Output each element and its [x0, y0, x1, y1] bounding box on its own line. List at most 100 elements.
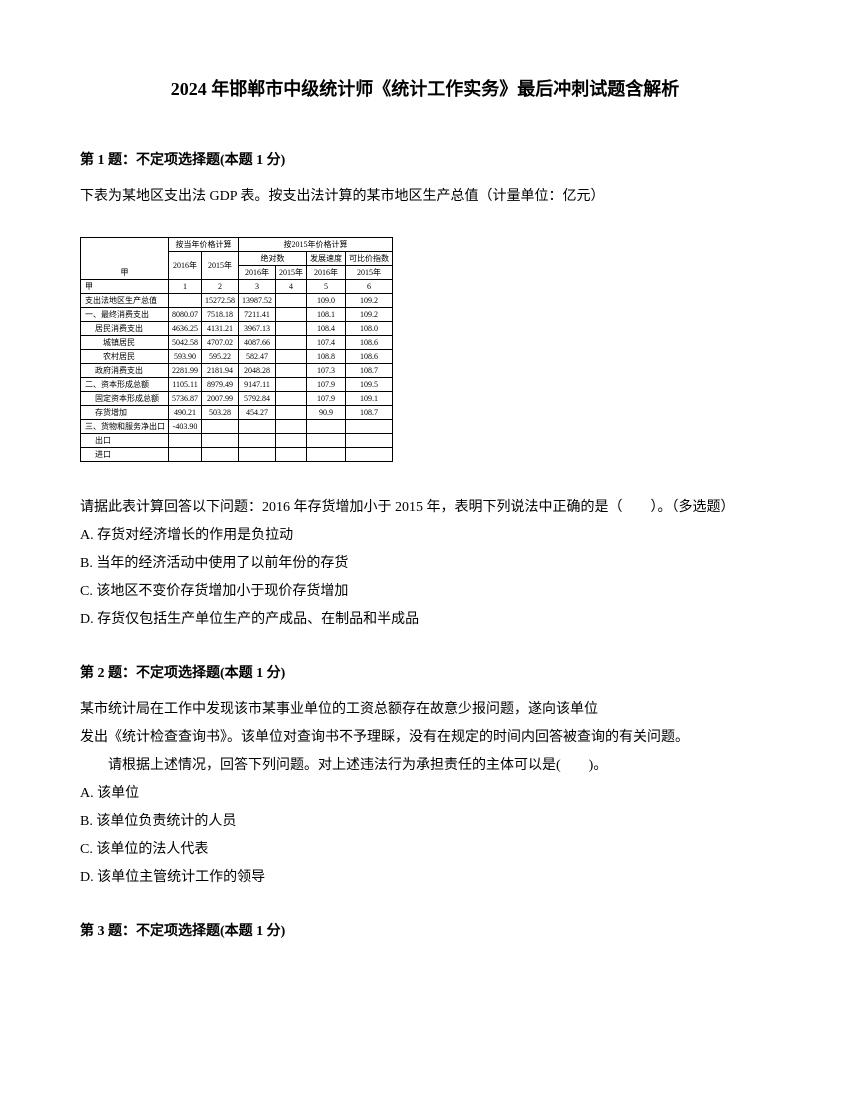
row-label: 城镇居民 [81, 336, 169, 350]
cell: 3 [239, 280, 276, 294]
cell: 595.22 [202, 350, 239, 364]
cell-h2: 按2015年价格计算 [239, 238, 393, 252]
cell [276, 392, 307, 406]
cell: 4636.25 [169, 322, 202, 336]
cell: 5792.84 [239, 392, 276, 406]
cell [307, 434, 346, 448]
cell: 4087.66 [239, 336, 276, 350]
cell: 107.9 [307, 378, 346, 392]
q2-option-b: B. 该单位负责统计的人员 [80, 808, 770, 836]
cell: 108.1 [307, 308, 346, 322]
cell [202, 434, 239, 448]
gdp-table: 甲 按当年价格计算 按2015年价格计算 2016年 2015年 绝对数 发展速… [80, 237, 393, 462]
cell: 2015年 [346, 266, 393, 280]
cell: 109.5 [346, 378, 393, 392]
cell [276, 434, 307, 448]
cell: 108.7 [346, 364, 393, 378]
cell: 490.21 [169, 406, 202, 420]
cell [276, 364, 307, 378]
cell: 2016年 [169, 252, 202, 280]
cell: 108.0 [346, 322, 393, 336]
cell [307, 448, 346, 462]
q1-prompt: 请据此表计算回答以下问题：2016 年存货增加小于 2015 年，表明下列说法中… [80, 494, 770, 522]
cell: 109.2 [346, 308, 393, 322]
q2-option-c: C. 该单位的法人代表 [80, 836, 770, 864]
cell: 7211.41 [239, 308, 276, 322]
row-label: 三、货物和服务净出口 [81, 420, 169, 434]
cell: 9147.11 [239, 378, 276, 392]
cell: 5 [307, 280, 346, 294]
page-title: 2024 年邯郸市中级统计师《统计工作实务》最后冲刺试题含解析 [80, 75, 770, 101]
cell: 2015年 [202, 252, 239, 280]
q2-line3: 请根据上述情况，回答下列问题。对上述违法行为承担责任的主体可以是( )。 [80, 752, 770, 780]
cell: 7518.18 [202, 308, 239, 322]
cell [276, 378, 307, 392]
cell: 2015年 [276, 266, 307, 280]
row-label: 居民消费支出 [81, 322, 169, 336]
q2-option-a: A. 该单位 [80, 780, 770, 808]
cell [276, 308, 307, 322]
cell: 甲 [81, 280, 169, 294]
cell: 1 [169, 280, 202, 294]
cell [202, 420, 239, 434]
q1-header: 第 1 题：不定项选择题(本题 1 分) [80, 149, 770, 169]
cell: 109.0 [307, 294, 346, 308]
cell: 2 [202, 280, 239, 294]
cell [276, 350, 307, 364]
q3-header: 第 3 题：不定项选择题(本题 1 分) [80, 920, 770, 940]
cell [276, 420, 307, 434]
cell: 2181.94 [202, 364, 239, 378]
cell: 5736.87 [169, 392, 202, 406]
cell [346, 420, 393, 434]
cell: 6 [346, 280, 393, 294]
cell: 107.9 [307, 392, 346, 406]
cell: 4707.02 [202, 336, 239, 350]
cell [276, 294, 307, 308]
cell [276, 406, 307, 420]
cell: 4 [276, 280, 307, 294]
gdp-table-container: 甲 按当年价格计算 按2015年价格计算 2016年 2015年 绝对数 发展速… [80, 237, 770, 462]
q2-line2: 发出《统计检查查询书》。该单位对查询书不予理睬，没有在规定的时间内回答被查询的有… [80, 724, 770, 752]
cell: 90.9 [307, 406, 346, 420]
q1-option-d: D. 存货仅包括生产单位生产的产成品、在制品和半成品 [80, 606, 770, 634]
q1-option-b: B. 当年的经济活动中使用了以前年份的存货 [80, 550, 770, 578]
cell [307, 420, 346, 434]
cell: 109.2 [346, 294, 393, 308]
cell [346, 448, 393, 462]
cell: 2016年 [307, 266, 346, 280]
q2-line1: 某市统计局在工作中发现该市某事业单位的工资总额存在故意少报问题，遂向该单位 [80, 696, 770, 724]
cell [169, 294, 202, 308]
q1-option-a: A. 存货对经济增长的作用是负拉动 [80, 522, 770, 550]
q2-header: 第 2 题：不定项选择题(本题 1 分) [80, 662, 770, 682]
cell: 108.4 [307, 322, 346, 336]
row-label: 支出法地区生产总值 [81, 294, 169, 308]
cell: 108.8 [307, 350, 346, 364]
cell: 2007.99 [202, 392, 239, 406]
cell [276, 336, 307, 350]
cell: 2016年 [239, 266, 276, 280]
cell: 582.47 [239, 350, 276, 364]
row-label: 出口 [81, 434, 169, 448]
cell: 2281.99 [169, 364, 202, 378]
cell: 13987.52 [239, 294, 276, 308]
cell: -403.90 [169, 420, 202, 434]
cell: 发展速度 [307, 252, 346, 266]
cell: 1105.11 [169, 378, 202, 392]
cell [202, 448, 239, 462]
cell: 可比价指数 [346, 252, 393, 266]
row-label: 二、资本形成总额 [81, 378, 169, 392]
row-label: 政府消费支出 [81, 364, 169, 378]
q1-intro: 下表为某地区支出法 GDP 表。按支出法计算的某市地区生产总值（计量单位：亿元） [80, 183, 770, 211]
cell: 5042.58 [169, 336, 202, 350]
cell: 108.6 [346, 350, 393, 364]
q1-option-c: C. 该地区不变价存货增加小于现价存货增加 [80, 578, 770, 606]
cell-blank: 甲 [81, 238, 169, 280]
cell [239, 420, 276, 434]
cell: 108.7 [346, 406, 393, 420]
row-label: 一、最终消费支出 [81, 308, 169, 322]
cell: 8979.49 [202, 378, 239, 392]
cell: 15272.58 [202, 294, 239, 308]
row-label: 存货增加 [81, 406, 169, 420]
cell: 107.3 [307, 364, 346, 378]
cell: 107.4 [307, 336, 346, 350]
